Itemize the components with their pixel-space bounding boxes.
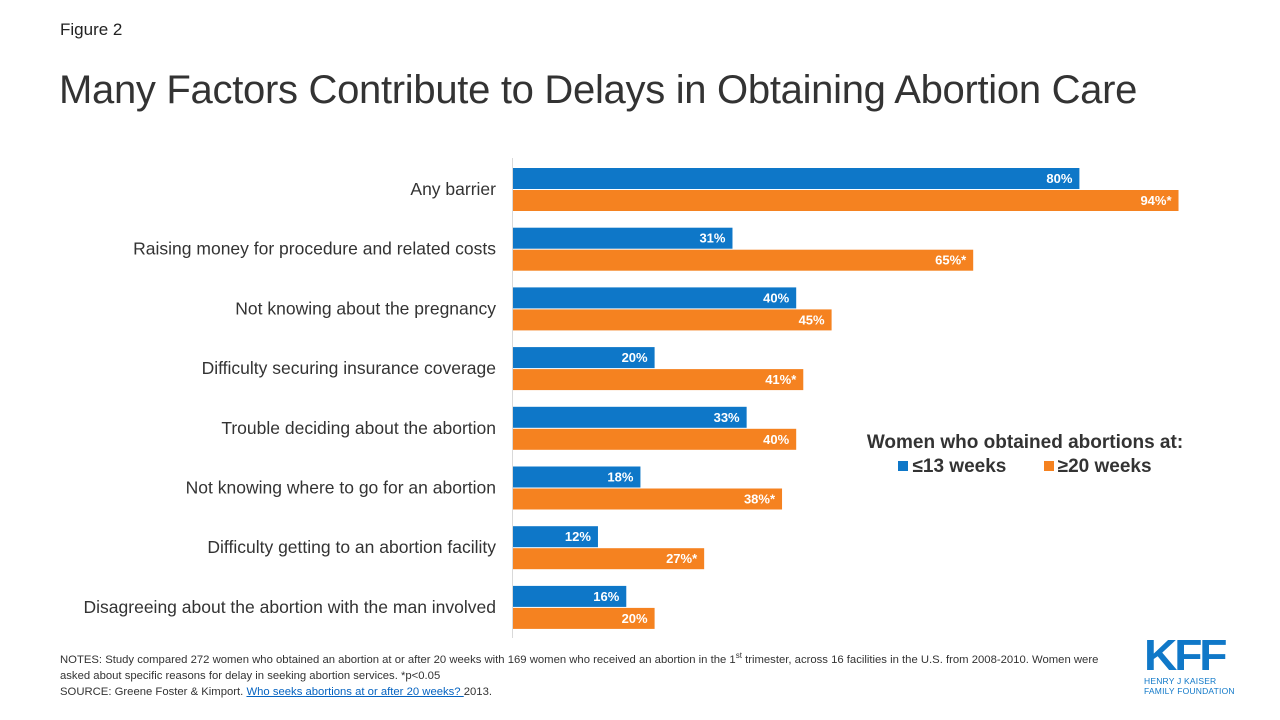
data-label: 80%	[1046, 171, 1072, 186]
data-label: 20%	[622, 350, 648, 365]
bar-13-weeks	[513, 347, 655, 369]
legend-swatch-orange	[1043, 461, 1054, 471]
bar-20-weeks	[513, 309, 832, 331]
data-label: 40%	[763, 290, 789, 305]
category-label: Trouble deciding about the abortion	[221, 418, 496, 438]
legend-item-20-weeks: ≥20 weeks	[1043, 456, 1152, 478]
bar-13-weeks	[513, 585, 627, 607]
data-label: 38%*	[744, 492, 776, 507]
legend-title: Women who obtained abortions at:	[866, 432, 1184, 453]
logo-line-2: FAMILY FOUNDATION	[1144, 686, 1235, 696]
notes-text-part: NOTES: Study compared 272 women who obta…	[60, 654, 736, 666]
data-label: 31%	[699, 231, 725, 246]
bar-13-weeks	[513, 168, 1080, 189]
notes-text-part: trimester, across 16 facilities in the U…	[60, 654, 1099, 682]
category-label: Difficulty getting to an abortion facili…	[207, 537, 496, 557]
data-label: 94%*	[1140, 193, 1172, 208]
data-label: 33%	[714, 410, 740, 425]
bar-20-weeks	[513, 428, 797, 450]
bar-20-weeks	[513, 249, 974, 271]
bar-20-weeks	[513, 488, 783, 510]
bars-group: Any barrier 80% 94%* Raising money for proc…	[84, 168, 1179, 629]
bar-20-weeks	[513, 548, 705, 570]
category-label: Raising money for procedure and related …	[133, 239, 496, 259]
source-suffix: 2013.	[463, 686, 493, 698]
legend: Women who obtained abortions at: ≤13 wee…	[820, 432, 1230, 478]
figure-label: Figure 2	[60, 20, 123, 39]
data-label: 12%	[565, 529, 591, 544]
category-label: Any barrier	[410, 179, 496, 199]
bar-13-weeks	[513, 406, 747, 428]
bar-20-weeks	[513, 607, 655, 629]
notes: NOTES: Study compared 272 women who obta…	[60, 652, 1120, 700]
notes-superscript: st	[735, 651, 742, 661]
kff-logo: KFF HENRY J KAISER FAMILY FOUNDATION	[1144, 634, 1240, 697]
bar-20-weeks	[513, 369, 804, 391]
source-prefix: SOURCE: Greene Foster & Kimport.	[60, 686, 247, 698]
data-label: 40%	[763, 432, 789, 447]
logo-line-1: HENRY J KAISER	[1144, 676, 1217, 686]
legend-label: ≤13 weeks	[912, 456, 1007, 477]
data-label: 45%	[799, 312, 825, 327]
source-text: SOURCE: Greene Foster & Kimport. Who see…	[60, 684, 1120, 700]
category-label: Difficulty securing insurance coverage	[202, 358, 496, 378]
data-label: 18%	[607, 470, 633, 485]
source-link[interactable]: Who seeks abortions at or after 20 weeks…	[246, 686, 464, 698]
legend-item-13-weeks: ≤13 weeks	[898, 456, 1006, 478]
notes-text: NOTES: Study compared 272 women who obta…	[60, 652, 1120, 684]
category-label: Disagreeing about the abortion with the …	[84, 597, 496, 617]
category-label: Not knowing where to go for an abortion	[186, 478, 496, 498]
data-label: 20%	[622, 611, 648, 626]
bar-13-weeks	[513, 227, 733, 249]
data-label: 27%*	[666, 551, 698, 566]
legend-label: ≥20 weeks	[1057, 456, 1152, 477]
data-label: 65%*	[935, 253, 967, 268]
bar-20-weeks	[513, 190, 1179, 211]
bar-13-weeks	[513, 287, 797, 309]
bar-13-weeks	[513, 526, 598, 548]
bar-13-weeks	[513, 466, 641, 488]
legend-swatch-blue	[898, 461, 909, 471]
data-label: 16%	[593, 589, 619, 604]
category-label: Not knowing about the pregnancy	[235, 298, 496, 318]
chart-title: Many Factors Contribute to Delays in Obt…	[59, 68, 1138, 112]
logo-mark: KFF	[1144, 631, 1228, 680]
data-label: 41%*	[765, 372, 797, 387]
